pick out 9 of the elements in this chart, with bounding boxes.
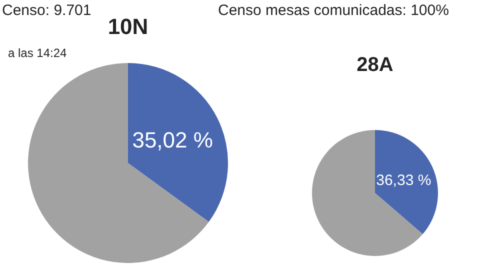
- pie-slice: [128, 63, 228, 222]
- text: Censo mesas comunicadas: 100%: [218, 2, 449, 19]
- chart-title: 28A: [356, 54, 394, 77]
- text: Censo: 9.701: [2, 2, 92, 19]
- text: a las 14:24: [8, 46, 67, 60]
- chart-title: 10N: [108, 14, 148, 39]
- data-label: 36,33 %: [376, 172, 432, 189]
- data-label: 35,02 %: [132, 127, 213, 152]
- pie-slice: [375, 130, 438, 234]
